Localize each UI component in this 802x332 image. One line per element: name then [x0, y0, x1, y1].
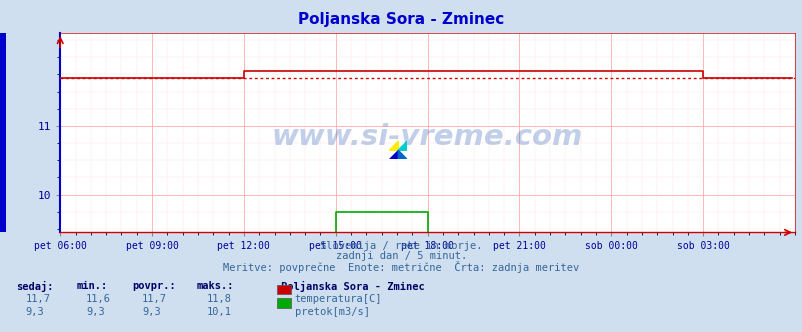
- Text: min.:: min.:: [76, 281, 107, 290]
- Text: 11,6: 11,6: [86, 294, 111, 304]
- Polygon shape: [398, 150, 407, 159]
- Text: 9,3: 9,3: [142, 307, 160, 317]
- Text: 11,7: 11,7: [26, 294, 51, 304]
- Text: povpr.:: povpr.:: [132, 281, 176, 290]
- Text: sedaj:: sedaj:: [16, 281, 54, 291]
- Polygon shape: [398, 141, 407, 150]
- Text: Meritve: povprečne  Enote: metrične  Črta: zadnja meritev: Meritve: povprečne Enote: metrične Črta:…: [223, 261, 579, 273]
- Text: 10,1: 10,1: [206, 307, 231, 317]
- Text: 9,3: 9,3: [86, 307, 104, 317]
- Text: Poljanska Sora - Zminec: Poljanska Sora - Zminec: [298, 12, 504, 27]
- Text: www.si-vreme.com: www.si-vreme.com: [0, 96, 8, 170]
- Text: www.si-vreme.com: www.si-vreme.com: [272, 123, 582, 151]
- Text: 11,8: 11,8: [206, 294, 231, 304]
- Text: Poljanska Sora - Zminec: Poljanska Sora - Zminec: [281, 281, 424, 291]
- Text: Slovenija / reke in morje.: Slovenija / reke in morje.: [320, 241, 482, 251]
- Text: zadnji dan / 5 minut.: zadnji dan / 5 minut.: [335, 251, 467, 261]
- Text: 9,3: 9,3: [26, 307, 44, 317]
- Text: temperatura[C]: temperatura[C]: [294, 294, 382, 304]
- Text: 11,7: 11,7: [142, 294, 167, 304]
- Polygon shape: [389, 141, 398, 150]
- Polygon shape: [389, 150, 398, 159]
- Text: pretok[m3/s]: pretok[m3/s]: [294, 307, 369, 317]
- Text: maks.:: maks.:: [196, 281, 234, 290]
